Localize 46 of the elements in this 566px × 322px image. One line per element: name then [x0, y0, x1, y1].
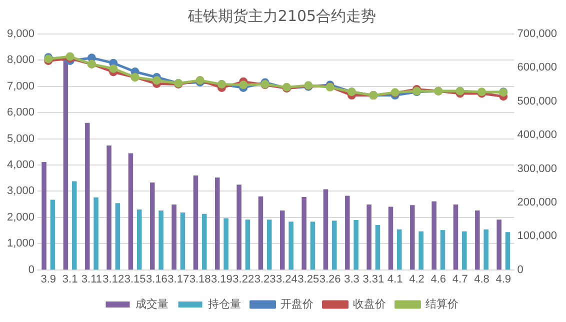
x-tick-label: 3.24 [276, 273, 298, 286]
x-tick-label: 3.11 [81, 273, 102, 286]
x-tick-label: 3.26 [319, 273, 341, 286]
x-tick-label: 3.9 [40, 273, 56, 286]
y2-tick-label: 0 [517, 264, 524, 276]
x-tick-label: 3.16 [146, 273, 168, 286]
y-tick-label: 0 [28, 264, 35, 276]
x-tick-label: 3.1 [62, 273, 78, 286]
x-tick-label: 4.8 [474, 273, 490, 286]
y2-tick-label: 500,000 [517, 95, 558, 108]
y-tick-label: 5,000 [6, 132, 35, 145]
x-tick-label: 3.15 [124, 273, 146, 286]
legend-label: 成交量 [135, 297, 168, 310]
y-tick-label: 8,000 [6, 54, 35, 66]
x-tick-label: 3.17 [168, 273, 190, 286]
legend-label: 结算价 [425, 297, 458, 310]
y2-tick-label: 700,000 [517, 28, 558, 40]
x-tick-label: 4.9 [496, 273, 512, 286]
legend-label: 开盘价 [280, 297, 314, 310]
y2-tick-label: 400,000 [517, 129, 558, 142]
x-tick-label: 3.31 [362, 273, 384, 286]
x-tick-label: 4.1 [387, 273, 403, 286]
x-tick-label: 4.2 [409, 273, 424, 286]
x-tick-label: 3.19 [211, 273, 232, 286]
x-tick-label: 3.25 [298, 273, 320, 286]
y2-tick-label: 100,000 [517, 230, 558, 242]
chart-title: 硅铁期货主力2105合约走势 [186, 6, 376, 25]
y-tick-label: 1,000 [6, 238, 35, 250]
y-tick-label: 4,000 [6, 159, 35, 172]
x-tick-label: 3.23 [254, 273, 276, 286]
legend-label: 收盘价 [352, 297, 386, 310]
y-tick-label: 6,000 [6, 106, 35, 119]
y2-tick-label: 300,000 [517, 162, 558, 175]
x-tick-label: 3.12 [102, 273, 124, 286]
legend-label: 持仓量 [208, 297, 241, 310]
y2-tick-label: 200,000 [517, 196, 558, 208]
y-tick-label: 9,000 [6, 28, 35, 40]
y-tick-label: 7,000 [6, 80, 35, 92]
y2-tick-label: 600,000 [517, 62, 558, 74]
x-tick-label: 3.22 [232, 273, 254, 286]
x-tick-label: 4.6 [430, 273, 446, 286]
x-tick-label: 3.18 [189, 273, 211, 286]
x-tick-label: 3.3 [344, 273, 360, 286]
y-tick-label: 3,000 [6, 185, 35, 198]
x-tick-label: 4.7 [452, 273, 468, 286]
y-tick-label: 2,000 [6, 211, 35, 224]
